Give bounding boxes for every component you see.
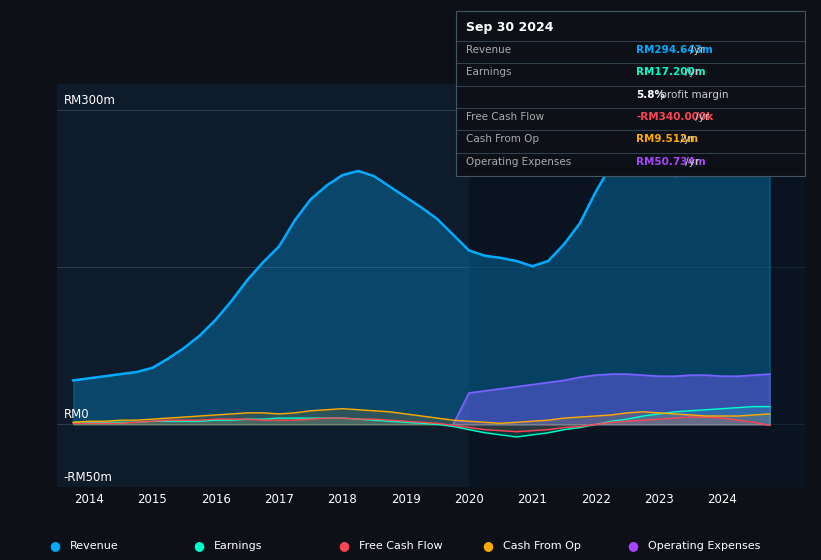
Text: Cash From Op: Cash From Op — [503, 541, 581, 551]
Text: ●: ● — [49, 539, 60, 553]
Text: ●: ● — [483, 539, 493, 553]
Text: -RM340.000k: -RM340.000k — [636, 112, 713, 122]
Text: RM17.200m: RM17.200m — [636, 67, 706, 77]
Text: Free Cash Flow: Free Cash Flow — [359, 541, 443, 551]
Text: RM0: RM0 — [64, 408, 89, 421]
Text: Sep 30 2024: Sep 30 2024 — [466, 21, 553, 34]
Text: RM9.512m: RM9.512m — [636, 134, 699, 144]
Text: /yr: /yr — [677, 134, 695, 144]
Text: Revenue: Revenue — [466, 45, 511, 55]
Text: /yr: /yr — [682, 67, 699, 77]
Text: ●: ● — [627, 539, 638, 553]
Text: Operating Expenses: Operating Expenses — [466, 157, 571, 167]
Text: RM300m: RM300m — [64, 94, 116, 107]
Bar — [469, 84, 805, 487]
Text: /yr: /yr — [692, 112, 709, 122]
Text: Earnings: Earnings — [214, 541, 263, 551]
Text: ●: ● — [194, 539, 204, 553]
Text: Free Cash Flow: Free Cash Flow — [466, 112, 544, 122]
Text: Earnings: Earnings — [466, 67, 511, 77]
Text: 5.8%: 5.8% — [636, 90, 665, 100]
Text: -RM50m: -RM50m — [64, 471, 112, 484]
Text: RM294.643m: RM294.643m — [636, 45, 713, 55]
Text: Operating Expenses: Operating Expenses — [648, 541, 760, 551]
Text: ●: ● — [338, 539, 349, 553]
Text: Cash From Op: Cash From Op — [466, 134, 539, 144]
Text: /yr: /yr — [687, 45, 704, 55]
Text: /yr: /yr — [682, 157, 699, 167]
Text: Revenue: Revenue — [70, 541, 118, 551]
Text: profit margin: profit margin — [657, 90, 728, 100]
Text: RM50.734m: RM50.734m — [636, 157, 706, 167]
